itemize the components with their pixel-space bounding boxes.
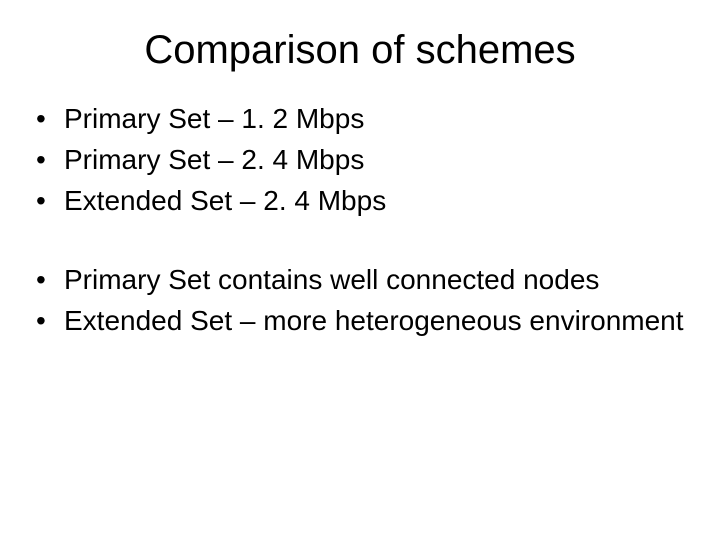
slide-title: Comparison of schemes xyxy=(28,28,692,73)
spacer xyxy=(28,224,692,262)
slide: Comparison of schemes Primary Set – 1. 2… xyxy=(0,0,720,540)
list-item: Extended Set – 2. 4 Mbps xyxy=(30,183,692,218)
list-item: Extended Set – more heterogeneous enviro… xyxy=(30,303,692,338)
list-item: Primary Set – 1. 2 Mbps xyxy=(30,101,692,136)
bullet-group-2: Primary Set contains well connected node… xyxy=(28,262,692,338)
list-item: Primary Set – 2. 4 Mbps xyxy=(30,142,692,177)
list-item: Primary Set contains well connected node… xyxy=(30,262,692,297)
bullet-group-1: Primary Set – 1. 2 Mbps Primary Set – 2.… xyxy=(28,101,692,218)
